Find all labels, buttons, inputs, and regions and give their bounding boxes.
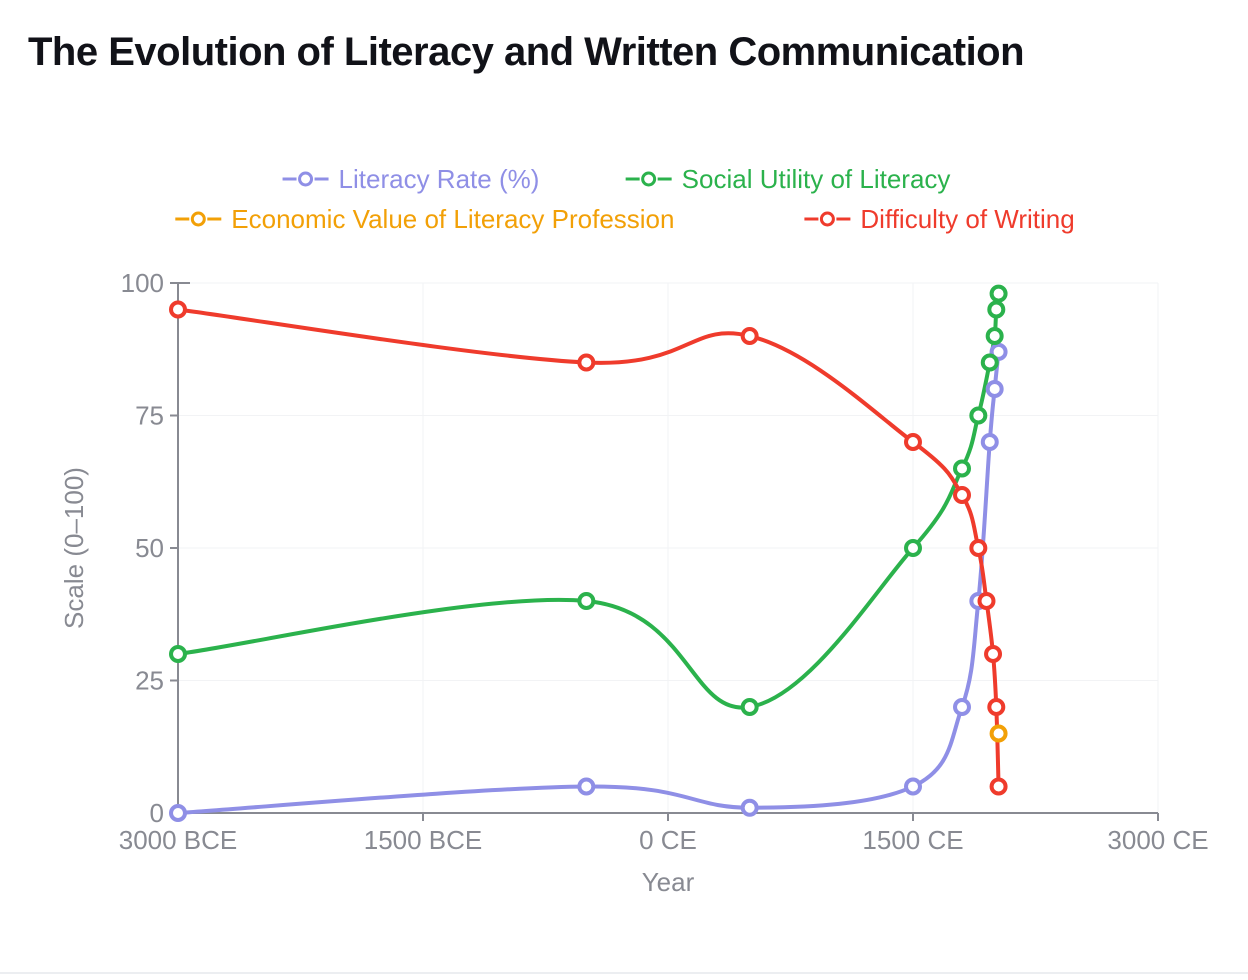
series-marker-social [983,356,997,370]
legend-label: Social Utility of Literacy [682,164,951,194]
series-marker-difficulty [579,356,593,370]
series-marker-literacy [743,801,757,815]
x-tick-label: 1500 CE [862,825,963,855]
chart-container: 0 25 50 75 100 3000 BCE 1500 BCE 0 CE 1500 CE 300… [28,93,1220,913]
series-marker-social [955,462,969,476]
legend-label: Economic Value of Literacy Profession [231,204,674,234]
y-tick-label: 75 [135,401,164,431]
x-tick-label: 1500 BCE [364,825,483,855]
legend-label: Literacy Rate (%) [339,164,540,194]
series-marker-literacy [906,780,920,794]
y-tick-label: 100 [121,268,164,298]
y-tick-label: 0 [150,798,164,828]
series-marker-difficulty [971,541,985,555]
y-axis-label: Scale (0–100) [59,467,89,629]
series-marker-social [579,594,593,608]
series-marker-literacy [988,382,1002,396]
series-marker-social [992,287,1006,301]
series-marker-literacy [579,780,593,794]
series-marker-social [743,700,757,714]
series-marker-economic [992,727,1006,741]
series-marker-difficulty [989,700,1003,714]
divider [0,972,1248,974]
series-marker-difficulty [992,780,1006,794]
series-marker-literacy [171,806,185,820]
series-marker-difficulty [743,329,757,343]
page-title: The Evolution of Literacy and Written Co… [28,30,1220,75]
series-marker-social [989,303,1003,317]
series-marker-difficulty [955,488,969,502]
legend-label: Difficulty of Writing [860,204,1074,234]
series-marker-literacy [955,700,969,714]
series-marker-difficulty [171,303,185,317]
series-marker-social [171,647,185,661]
series-marker-literacy [983,435,997,449]
series-marker-difficulty [980,594,994,608]
series-marker-social [971,409,985,423]
series-marker-social [988,329,1002,343]
x-tick-label: 0 CE [639,825,697,855]
series-marker-difficulty [986,647,1000,661]
x-axis-label: Year [642,867,695,897]
series-marker-social [906,541,920,555]
legend-item-economic[interactable]: Economic Value of Literacy Profession [175,204,674,234]
y-tick-label: 25 [135,666,164,696]
x-tick-label: 3000 BCE [119,825,238,855]
literacy-line-chart: 0 25 50 75 100 3000 BCE 1500 BCE 0 CE 1500 CE 300… [28,93,1220,913]
x-tick-label: 3000 CE [1107,825,1208,855]
series-marker-difficulty [906,435,920,449]
y-tick-label: 50 [135,533,164,563]
